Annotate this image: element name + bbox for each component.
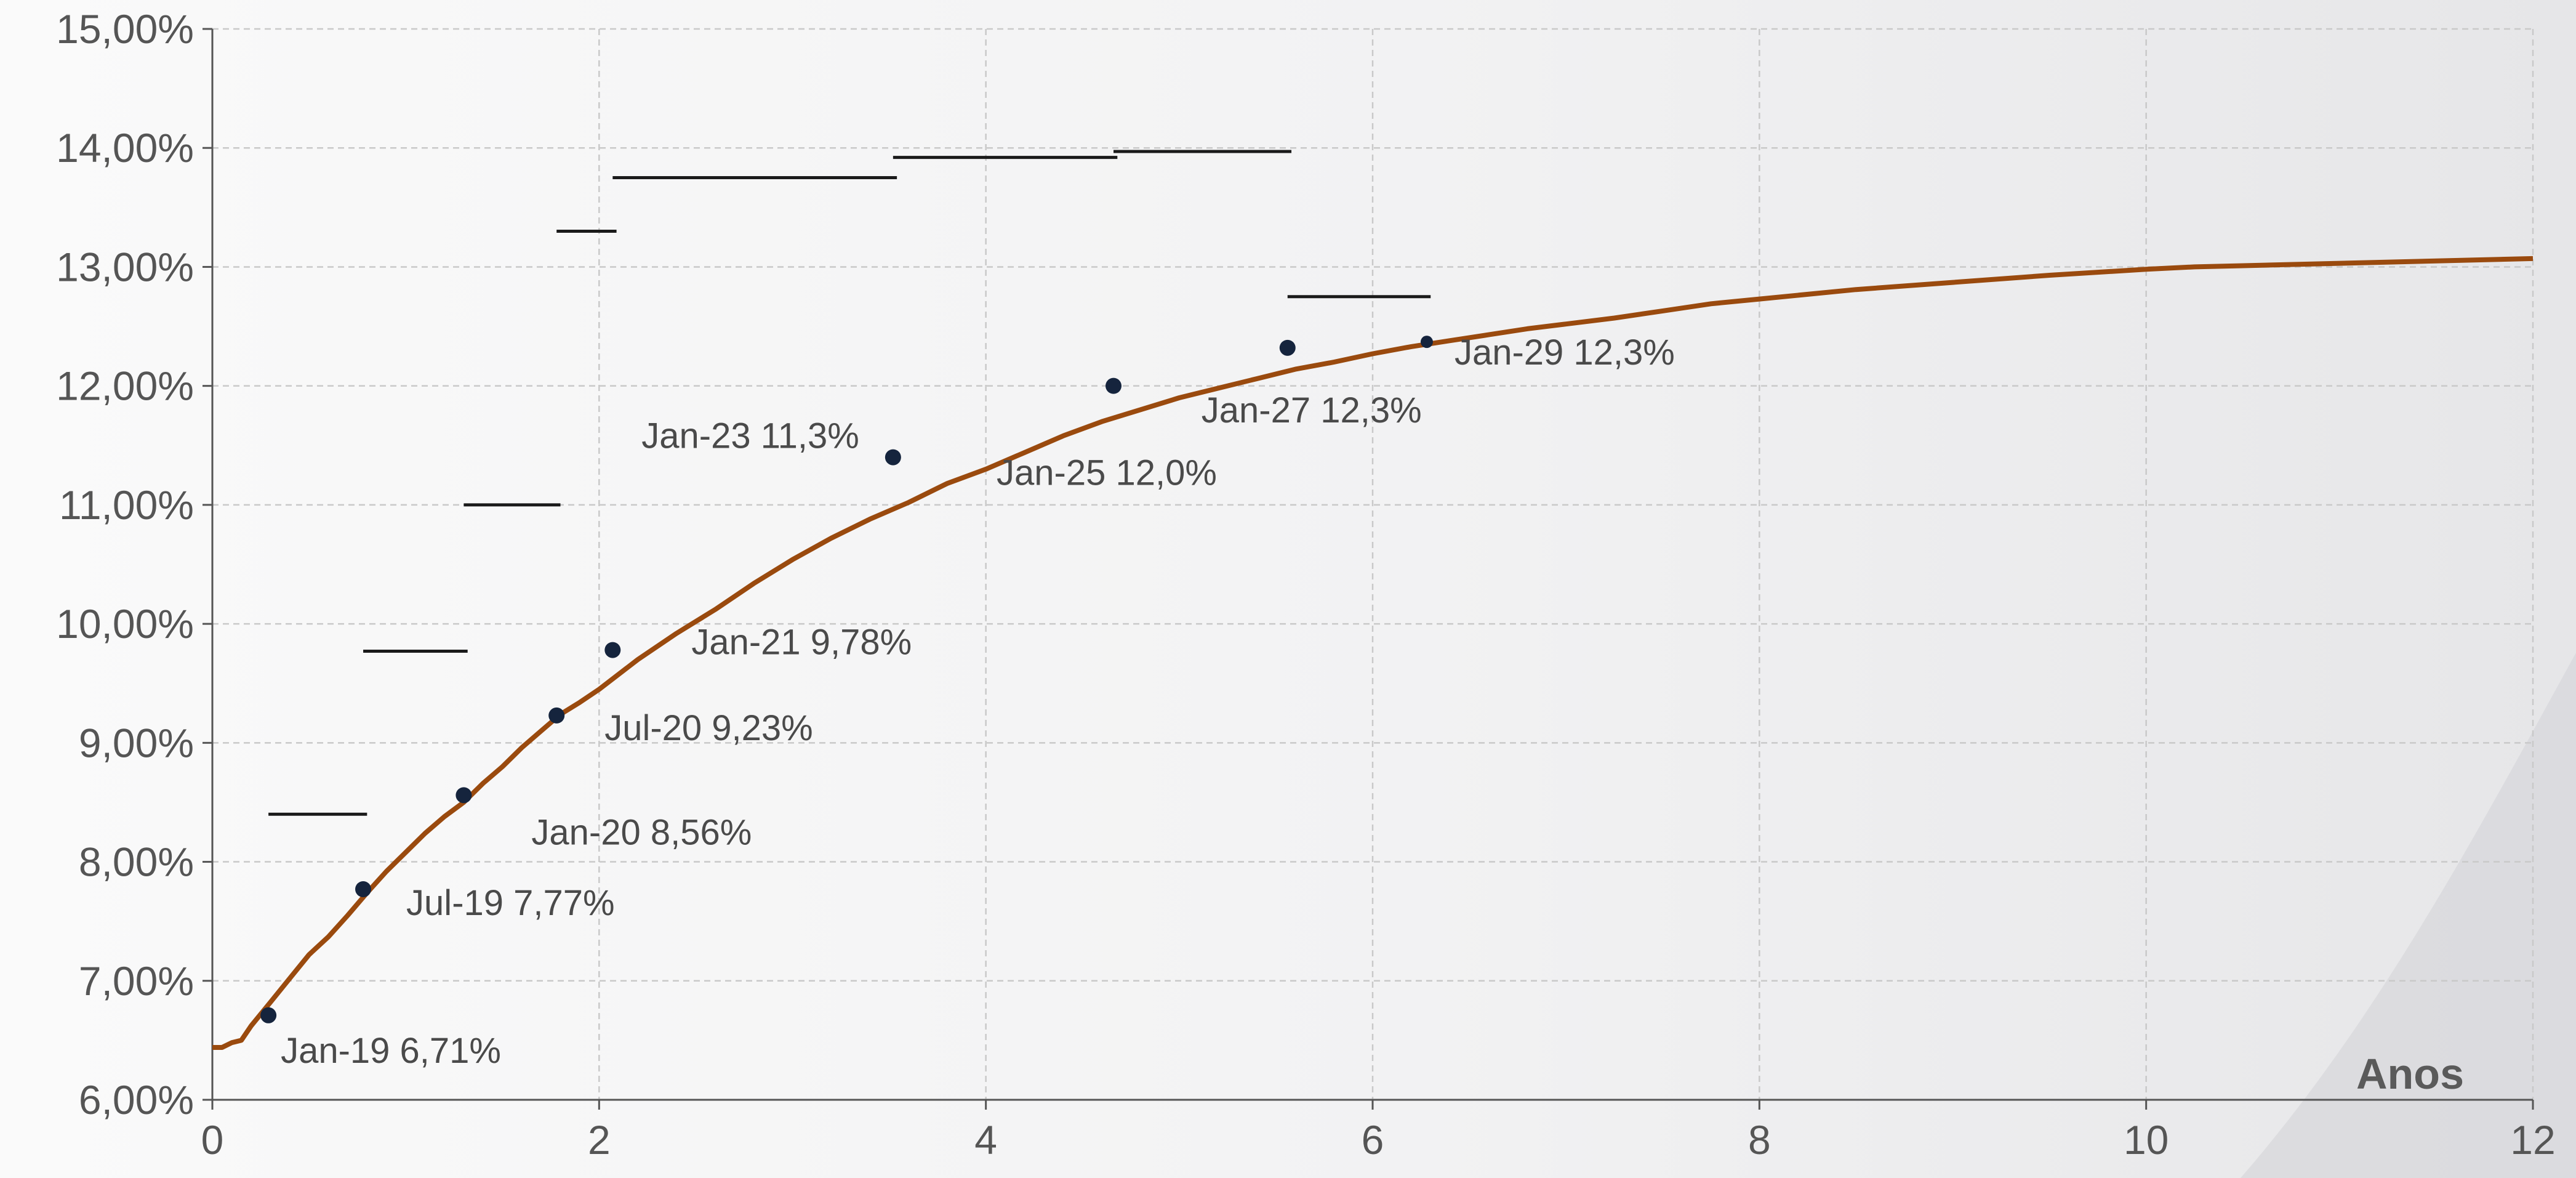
point-label: Jul-20 9,23% (604, 708, 813, 748)
y-tick-label: 6,00% (79, 1077, 194, 1123)
data-point (548, 707, 565, 724)
data-point (355, 881, 372, 897)
data-point (455, 787, 472, 804)
data-points (260, 336, 1433, 1023)
axes (203, 28, 2534, 1110)
point-label: Jan-20 8,56% (531, 812, 752, 852)
point-label: Jan-21 9,78% (691, 623, 912, 663)
y-tick-label: 9,00% (79, 720, 194, 765)
x-tick-labels: 0 2 4 6 8 10 12 (201, 1117, 2556, 1163)
y-tick-label: 14,00% (56, 125, 194, 171)
x-tick-label: 6 (1362, 1117, 1384, 1163)
y-tick-label: 15,00% (56, 6, 194, 52)
gridlines (212, 28, 2534, 1100)
point-label: Jan-23 11,3% (641, 416, 859, 456)
background-swoosh (2241, 653, 2576, 1178)
data-point (1279, 339, 1296, 356)
data-point (604, 642, 621, 658)
y-tick-label: 13,00% (56, 244, 194, 289)
x-tick-label: 4 (974, 1117, 997, 1163)
y-tick-labels: 6,00% 7,00% 8,00% 9,00% 10,00% 11,00% 12,00% 13… (56, 6, 194, 1123)
point-label: Jan-27 12,3% (1202, 390, 1422, 430)
y-tick-label: 8,00% (79, 839, 194, 885)
forward-segments (268, 150, 1431, 816)
x-tick-label: 12 (2510, 1117, 2555, 1163)
x-tick-label: 0 (201, 1117, 224, 1163)
data-point (885, 449, 901, 466)
point-label: Jan-25 12,0% (997, 453, 1217, 493)
x-axis-unit-label: Anos (2356, 1050, 2464, 1098)
x-tick-label: 2 (588, 1117, 611, 1163)
point-labels: Jan-19 6,71% Jul-19 7,77% Jan-20 8,56% Jul-… (281, 333, 1675, 1071)
data-point (260, 1007, 277, 1023)
point-label: Jul-19 7,77% (406, 883, 615, 923)
x-tick-label: 10 (2124, 1117, 2169, 1163)
data-point (1105, 377, 1122, 394)
data-point (1420, 336, 1433, 349)
point-label: Jan-29 12,3% (1455, 333, 1675, 373)
point-label: Jan-19 6,71% (281, 1031, 501, 1071)
x-tick-label: 8 (1748, 1117, 1771, 1163)
y-tick-label: 10,00% (56, 601, 194, 647)
y-tick-label: 12,00% (56, 363, 194, 409)
y-tick-label: 11,00% (59, 482, 194, 528)
y-tick-label: 7,00% (79, 958, 194, 1004)
